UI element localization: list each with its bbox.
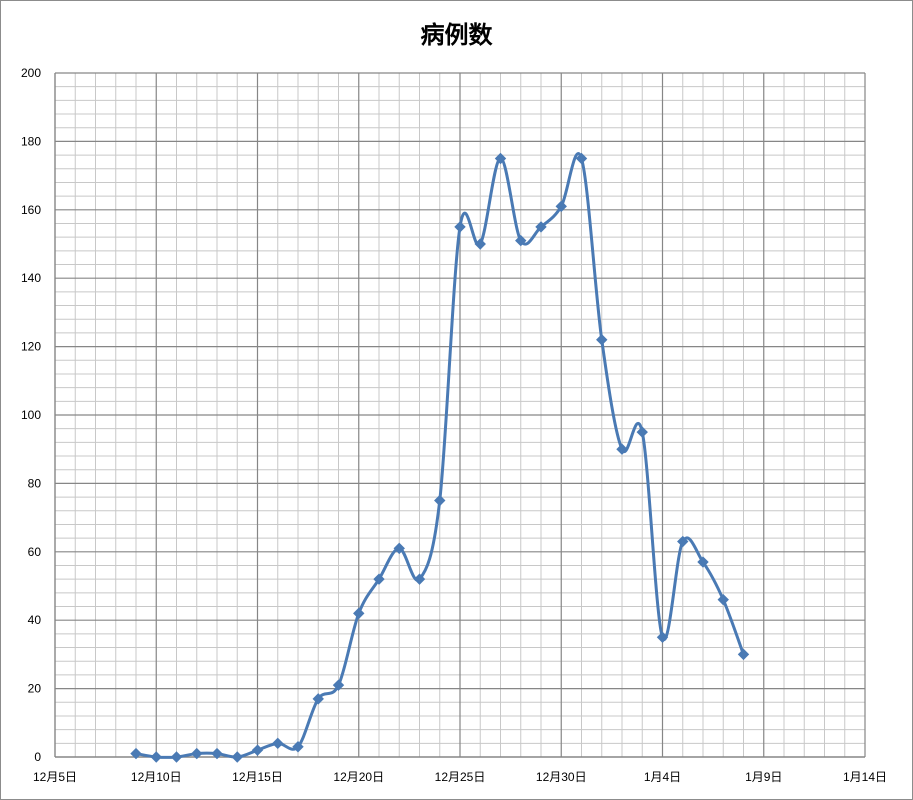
- x-tick-label: 12月30日: [536, 770, 587, 784]
- major-gridlines: [55, 72, 866, 757]
- x-tick-label: 1月14日: [843, 770, 887, 784]
- data-point-marker: [373, 573, 385, 585]
- y-tick-labels: 0 20 40 60 80 100 120 140 160 180 200: [21, 66, 41, 764]
- data-point-marker: [555, 200, 567, 213]
- x-tick-label: 12月10日: [131, 770, 182, 784]
- data-point-marker: [454, 221, 466, 233]
- data-point-marker: [575, 152, 588, 165]
- data-point-marker: [272, 737, 284, 750]
- data-point-marker: [697, 556, 709, 568]
- y-tick-label: 180: [21, 134, 41, 148]
- data-point-marker: [211, 747, 223, 760]
- data-point-marker: [434, 494, 446, 507]
- x-tick-label: 1月9日: [745, 770, 782, 784]
- data-point-marker: [656, 631, 669, 644]
- y-tick-label: 160: [21, 203, 41, 217]
- data-point-marker: [535, 221, 547, 233]
- y-tick-label: 140: [21, 271, 41, 285]
- x-tick-label: 12月20日: [333, 770, 384, 784]
- data-point-marker: [353, 607, 365, 620]
- data-point-marker: [191, 747, 203, 760]
- data-point-marker: [636, 426, 648, 438]
- data-point-marker: [413, 573, 426, 585]
- x-tick-label: 12月15日: [232, 770, 283, 784]
- y-tick-label: 80: [28, 476, 42, 490]
- data-point-marker: [677, 535, 689, 548]
- data-point-marker: [616, 443, 628, 455]
- data-point-marker: [474, 238, 486, 250]
- x-tick-labels: 12月5日 12月10日 12月15日 12月20日 12月25日 12月30日 1月4日 1…: [33, 770, 887, 784]
- data-series: [130, 152, 750, 763]
- data-point-marker: [332, 679, 345, 691]
- data-point-marker: [596, 334, 608, 346]
- y-tick-label: 100: [21, 408, 41, 422]
- data-point-marker: [251, 744, 264, 756]
- y-tick-label: 120: [21, 340, 41, 354]
- x-tick-label: 12月25日: [435, 770, 486, 784]
- axes: [54, 73, 865, 758]
- data-point-marker: [231, 751, 243, 763]
- data-point-marker: [717, 593, 729, 606]
- data-point-marker: [170, 751, 183, 763]
- y-tick-label: 0: [34, 750, 41, 764]
- data-point-marker: [515, 234, 527, 247]
- x-tick-label: 12月5日: [33, 770, 77, 784]
- y-tick-label: 20: [28, 682, 42, 696]
- data-point-marker: [393, 542, 405, 555]
- y-tick-label: 40: [28, 613, 42, 627]
- data-point-marker: [130, 747, 142, 760]
- data-point-marker: [150, 751, 162, 763]
- data-point-marker: [737, 648, 750, 661]
- data-point-marker: [312, 693, 324, 705]
- data-point-marker: [292, 741, 304, 753]
- x-tick-label: 1月4日: [644, 770, 681, 784]
- y-tick-label: 60: [28, 545, 42, 559]
- data-point-marker: [494, 152, 507, 165]
- chart-title: 病例数: [420, 21, 493, 49]
- y-tick-label: 200: [21, 66, 41, 80]
